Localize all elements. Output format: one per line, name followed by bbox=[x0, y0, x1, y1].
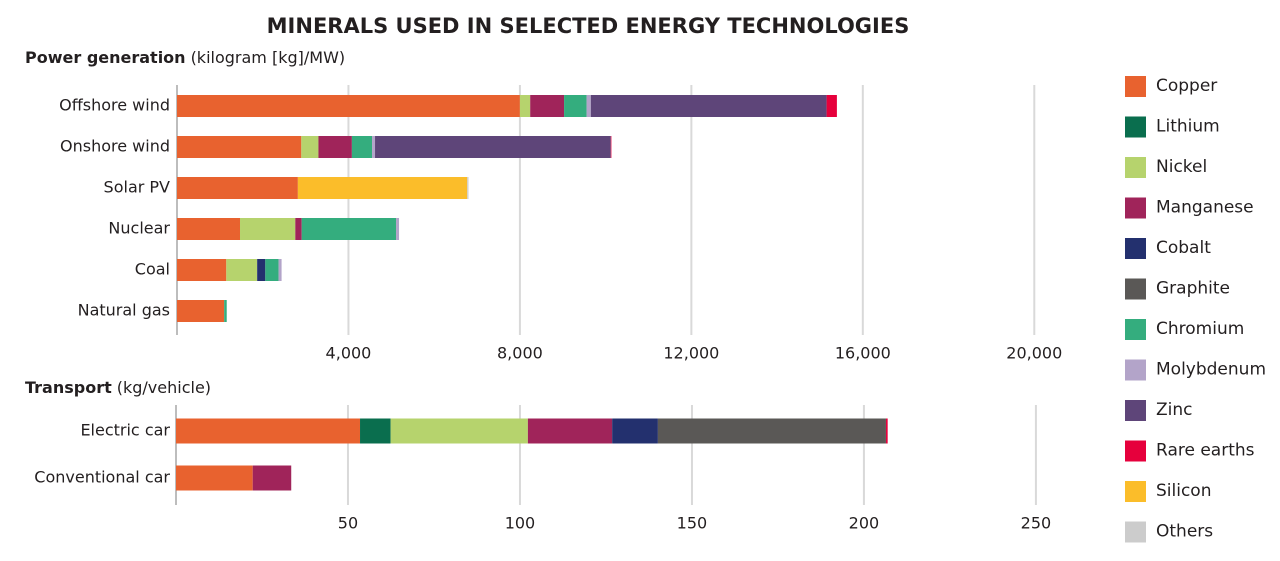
bar-segment bbox=[295, 218, 302, 240]
y-tick-label: Coal bbox=[135, 260, 170, 279]
legend-label: Copper bbox=[1156, 76, 1217, 96]
bar-segment bbox=[396, 218, 400, 240]
bar-segment bbox=[467, 177, 469, 199]
x-tick-label: 8,000 bbox=[497, 344, 543, 363]
bar-segment bbox=[318, 136, 352, 158]
bar-segment bbox=[885, 418, 888, 444]
bar-segment bbox=[301, 136, 319, 158]
bar-segment bbox=[252, 465, 292, 491]
legend-label: Others bbox=[1156, 522, 1213, 542]
x-tick-label: 20,000 bbox=[1006, 344, 1062, 363]
legend-swatch bbox=[1125, 116, 1146, 138]
legend-swatch bbox=[1125, 319, 1146, 340]
legend-label: Lithium bbox=[1156, 117, 1220, 137]
legend-label: Rare earths bbox=[1156, 441, 1255, 461]
legend-label: Graphite bbox=[1156, 279, 1230, 299]
bar-segment bbox=[278, 259, 282, 281]
legend-swatch bbox=[1125, 400, 1146, 421]
bar-segment bbox=[257, 259, 266, 281]
panel-title-main: Power generation bbox=[25, 48, 186, 67]
x-tick-label: 16,000 bbox=[835, 344, 891, 363]
bar-segment bbox=[226, 259, 258, 281]
bar-segment bbox=[177, 300, 225, 322]
chart-title: MINERALS USED IN SELECTED ENERGY TECHNOL… bbox=[267, 14, 910, 38]
x-tick-label: 100 bbox=[505, 514, 536, 533]
y-tick-label: Electric car bbox=[80, 421, 170, 440]
bar-segment bbox=[224, 300, 227, 322]
bar-segment bbox=[360, 418, 391, 444]
legend-swatch bbox=[1125, 278, 1146, 300]
legend-label: Manganese bbox=[1156, 198, 1254, 218]
x-tick-label: 12,000 bbox=[663, 344, 719, 363]
bar-segment bbox=[177, 136, 302, 158]
bar-segment bbox=[826, 95, 837, 117]
legend-label: Silicon bbox=[1156, 481, 1211, 501]
bar-segment bbox=[390, 418, 528, 444]
legend-swatch bbox=[1125, 440, 1146, 462]
legend-swatch bbox=[1125, 359, 1146, 381]
bar-segment bbox=[530, 95, 565, 117]
panel-subtitle: (kilogram [kg]/MW) bbox=[191, 48, 346, 67]
legend-swatch bbox=[1125, 521, 1146, 543]
y-tick-label: Offshore wind bbox=[59, 96, 170, 115]
legend-label: Nickel bbox=[1156, 157, 1207, 177]
bar-segment bbox=[351, 136, 373, 158]
legend-swatch bbox=[1125, 197, 1146, 219]
bar-segment bbox=[297, 177, 468, 199]
legend-label: Cobalt bbox=[1156, 238, 1211, 258]
bar-segment bbox=[590, 95, 827, 117]
panel-subtitle: (kg/vehicle) bbox=[117, 378, 211, 397]
bar-segment bbox=[372, 136, 376, 158]
bar-segment bbox=[657, 418, 886, 444]
bar-segment bbox=[176, 465, 253, 491]
bar-segment bbox=[177, 259, 227, 281]
bar-segment bbox=[177, 177, 298, 199]
bar-segment bbox=[527, 418, 613, 444]
y-tick-label: Onshore wind bbox=[60, 137, 170, 156]
bar-segment bbox=[610, 136, 612, 158]
bar-segment bbox=[240, 218, 296, 240]
legend-label: Zinc bbox=[1156, 400, 1193, 420]
panel-title-main: Transport bbox=[25, 378, 112, 397]
x-tick-label: 200 bbox=[849, 514, 880, 533]
legend-swatch bbox=[1125, 76, 1146, 97]
x-tick-label: 4,000 bbox=[326, 344, 372, 363]
bar-segment bbox=[375, 136, 611, 158]
bar-segment bbox=[612, 418, 658, 444]
bar-segment bbox=[564, 95, 587, 117]
bar-segment bbox=[586, 95, 591, 117]
bar-segment bbox=[176, 418, 361, 444]
x-tick-label: 250 bbox=[1021, 514, 1052, 533]
bar-segment bbox=[177, 95, 520, 117]
y-tick-label: Nuclear bbox=[108, 219, 170, 238]
bar-segment bbox=[177, 218, 241, 240]
bar-segment bbox=[519, 95, 531, 117]
legend-label: Molybdenum bbox=[1156, 360, 1266, 380]
panel-title: Power generation (kilogram [kg]/MW) bbox=[25, 48, 345, 67]
x-tick-label: 50 bbox=[338, 514, 358, 533]
bar-segment bbox=[301, 218, 397, 240]
bar-segment bbox=[265, 259, 279, 281]
legend-swatch bbox=[1125, 481, 1146, 502]
y-tick-label: Conventional car bbox=[34, 468, 170, 487]
legend-swatch bbox=[1125, 238, 1146, 259]
legend-swatch bbox=[1125, 157, 1146, 178]
legend-label: Chromium bbox=[1156, 319, 1244, 339]
y-tick-label: Solar PV bbox=[104, 178, 171, 197]
x-tick-label: 150 bbox=[677, 514, 708, 533]
panel-title: Transport (kg/vehicle) bbox=[25, 378, 211, 397]
y-tick-label: Natural gas bbox=[78, 301, 170, 320]
